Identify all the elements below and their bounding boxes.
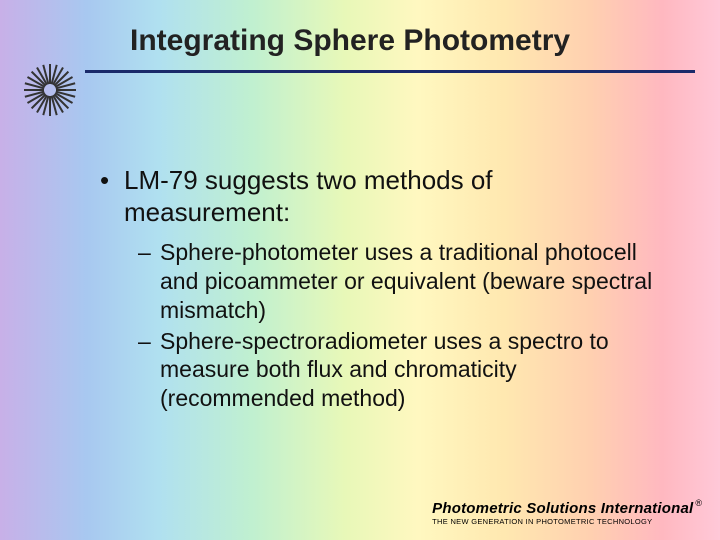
sub-bullet-item: – Sphere-spectroradiometer uses a spectr… <box>138 327 660 413</box>
company-name: Photometric Solutions International <box>432 500 693 517</box>
title-divider <box>85 70 695 73</box>
sub-bullet-text: Sphere-photometer uses a traditional pho… <box>160 238 660 324</box>
logo-line: Photometric Solutions International ® <box>432 500 702 517</box>
content-area: • LM-79 suggests two methods of measurem… <box>100 165 660 415</box>
registered-mark: ® <box>695 498 702 508</box>
slide: Integrating Sphere Photometry • LM-79 su… <box>0 0 720 540</box>
footer-logo: Photometric Solutions International ® TH… <box>432 500 702 526</box>
bullet-marker: • <box>100 165 124 228</box>
sub-bullet-marker: – <box>138 238 160 324</box>
sub-bullet-text: Sphere-spectroradiometer uses a spectro … <box>160 327 660 413</box>
sub-bullet-list: – Sphere-photometer uses a traditional p… <box>138 238 660 413</box>
sub-bullet-marker: – <box>138 327 160 413</box>
bullet-text: LM-79 suggests two methods of measuremen… <box>124 165 660 228</box>
company-tagline: THE NEW GENERATION IN PHOTOMETRIC TECHNO… <box>432 517 702 526</box>
sunburst-icon <box>20 60 80 120</box>
sub-bullet-item: – Sphere-photometer uses a traditional p… <box>138 238 660 324</box>
bullet-item: • LM-79 suggests two methods of measurem… <box>100 165 660 228</box>
slide-title: Integrating Sphere Photometry <box>130 24 570 58</box>
